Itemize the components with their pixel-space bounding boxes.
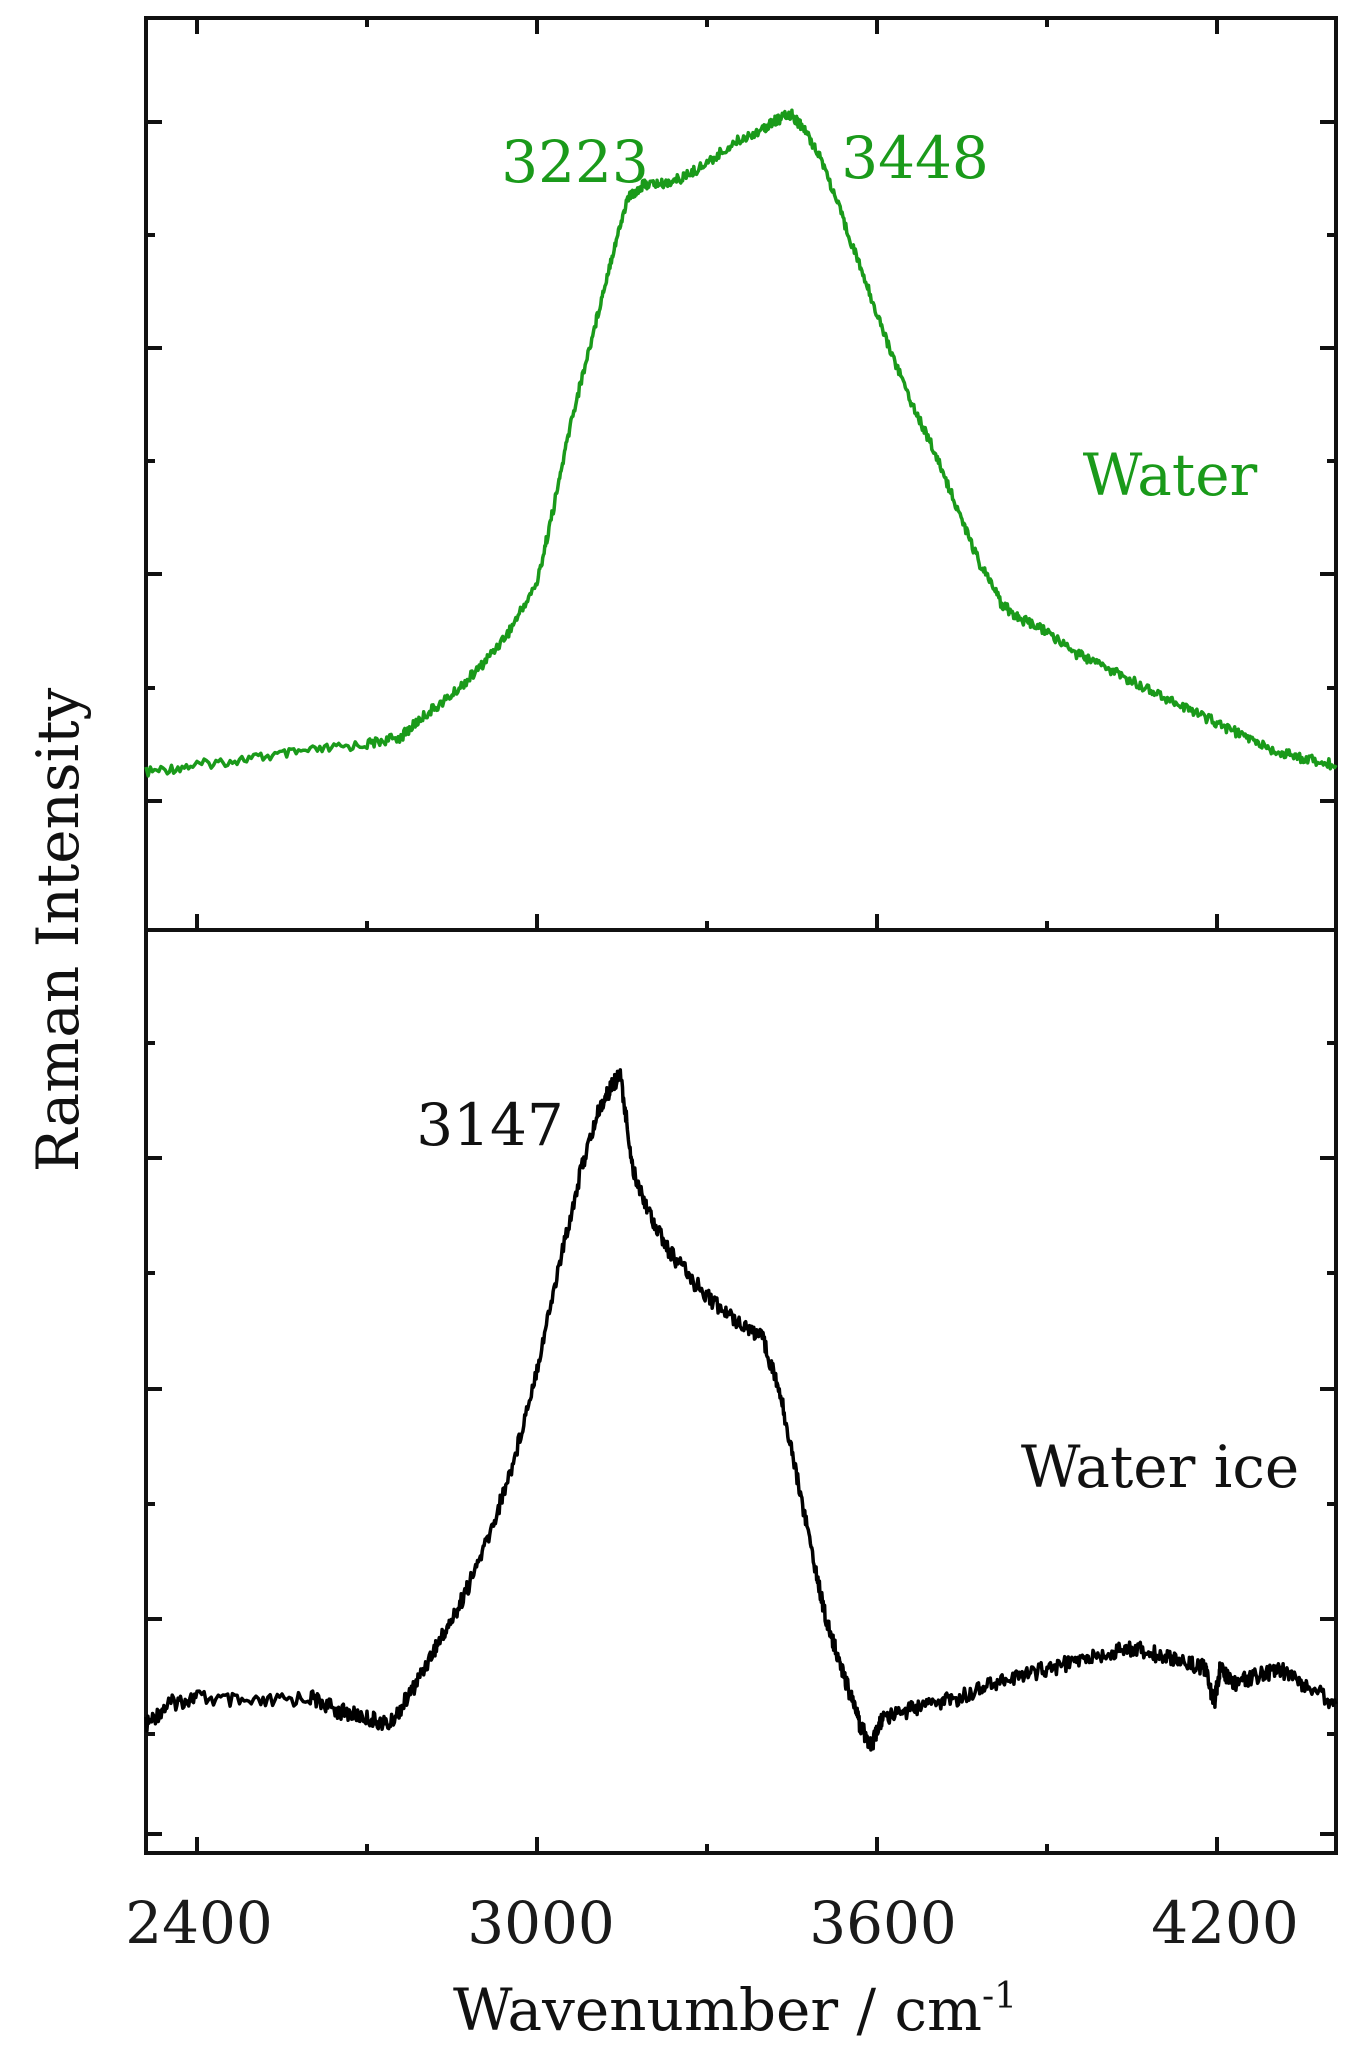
y-axis-title: Raman Intensity xyxy=(24,687,92,1172)
annotation-3448: 3448 xyxy=(841,124,989,192)
series-line-water xyxy=(144,108,1338,778)
annotation-water-ice: Water ice xyxy=(1021,1433,1299,1501)
x-tick-label-3000: 3000 xyxy=(467,1889,615,1957)
plot-frame xyxy=(144,16,1338,1855)
x-tick-label-3600: 3600 xyxy=(809,1889,957,1957)
x-tick-label-4200: 4200 xyxy=(1151,1889,1299,1957)
annotation-3223: 3223 xyxy=(501,128,649,196)
x-axis-title: Wavenumber / cm-1 xyxy=(453,1976,1017,2044)
series-line-water-ice xyxy=(144,1068,1338,1752)
annotation-water: Water xyxy=(1083,441,1258,509)
x-tick-label-2400: 2400 xyxy=(125,1889,273,1957)
x-axis-title-text: Wavenumber / cm xyxy=(453,1976,982,2044)
x-axis-title-superscript: -1 xyxy=(982,1976,1017,2017)
annotation-3147: 3147 xyxy=(416,1091,564,1159)
tick-group xyxy=(146,18,1336,1853)
